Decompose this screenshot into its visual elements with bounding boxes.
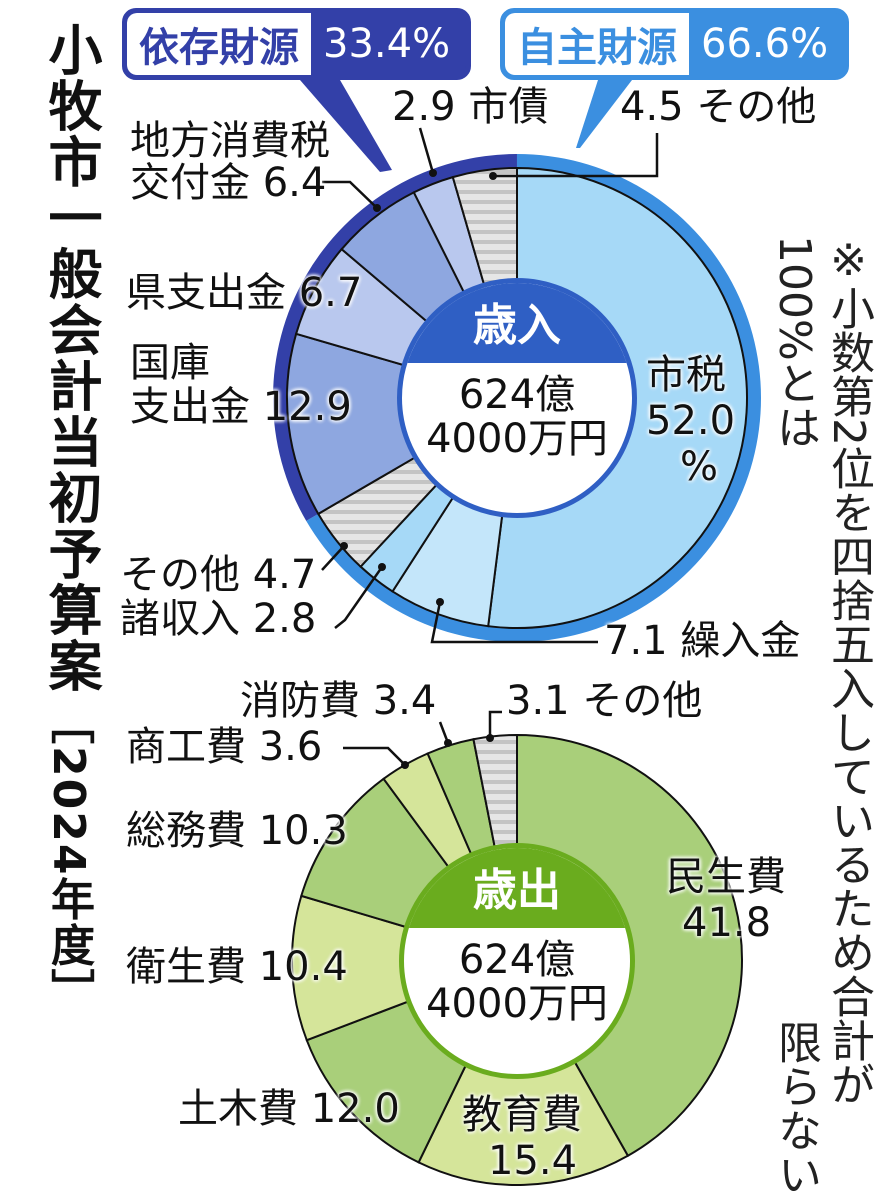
rounding-note: ※小数第2位を四捨五入しているため合計が100%とは bbox=[769, 235, 874, 1106]
label-minsei-1: 民生費 bbox=[666, 854, 786, 900]
label-kurire: 7.1 繰入金 bbox=[604, 618, 801, 664]
independent-revenue-label: 自主財源 bbox=[505, 13, 689, 75]
label-somu: 総務費 10.3 bbox=[126, 808, 348, 854]
expenditure-amount-1: 624億 bbox=[458, 937, 576, 983]
label-shizei-2: 52.0 bbox=[646, 398, 736, 444]
label-sonota-expenditure: 3.1 その他 bbox=[506, 678, 703, 724]
label-chiho-1: 地方消費税 bbox=[130, 118, 330, 164]
expenditure-amount-2: 4000万円 bbox=[426, 981, 608, 1027]
expenditure-center: 歳出 624億 4000万円 bbox=[399, 843, 635, 1079]
dependent-callout-tail bbox=[300, 80, 392, 172]
label-shoko: 商工費 3.6 bbox=[126, 724, 323, 770]
label-kyoiku-2: 15.4 bbox=[488, 1138, 578, 1184]
label-shoshunyu: 諸収入 2.8 bbox=[120, 596, 317, 642]
revenue-amount-1: 624億 bbox=[458, 372, 576, 418]
label-sonota-revenue-own: その他 4.7 bbox=[120, 552, 317, 598]
dependent-revenue-label: 依存財源 bbox=[127, 13, 311, 75]
independent-callout-tail bbox=[576, 80, 632, 148]
label-sonota-revenue-dependent: 4.5 その他 bbox=[620, 84, 817, 130]
independent-revenue-badge: 自主財源 66.6% bbox=[500, 8, 850, 80]
label-chiho-2: 交付金 6.4 bbox=[130, 160, 327, 206]
independent-revenue-value: 66.6% bbox=[701, 21, 829, 67]
label-shobo: 消防費 3.4 bbox=[240, 678, 437, 724]
label-kokko-2: 支出金 12.9 bbox=[130, 384, 352, 430]
chart-year: ［2024年度］ bbox=[43, 700, 94, 1015]
label-doboku: 土木費 12.0 bbox=[178, 1086, 400, 1132]
dependent-band bbox=[273, 154, 517, 521]
leader-lines bbox=[321, 127, 659, 766]
rounding-note-end: 限らない bbox=[770, 1020, 821, 1196]
label-shizei-1: 市税 bbox=[646, 352, 726, 398]
label-kyoiku-1: 教育費 bbox=[462, 1092, 582, 1138]
revenue-amount-2: 4000万円 bbox=[426, 416, 608, 462]
label-shisai: 2.9 市債 bbox=[392, 84, 549, 130]
label-kokko-1: 国庫 bbox=[130, 340, 210, 386]
dependent-revenue-value: 33.4% bbox=[323, 21, 451, 67]
dependent-revenue-badge: 依存財源 33.4% bbox=[122, 8, 472, 80]
revenue-center: 歳入 624億 4000万円 bbox=[397, 278, 637, 518]
label-minsei-2: 41.8 bbox=[682, 900, 772, 946]
chart-title: 小牧市一般会計当初予算案 bbox=[39, 22, 102, 694]
leader-dots bbox=[340, 169, 497, 769]
label-ken: 県支出金 6.7 bbox=[126, 270, 363, 316]
label-shizei-3: % bbox=[680, 444, 719, 490]
label-eisei: 衛生費 10.4 bbox=[126, 944, 348, 990]
